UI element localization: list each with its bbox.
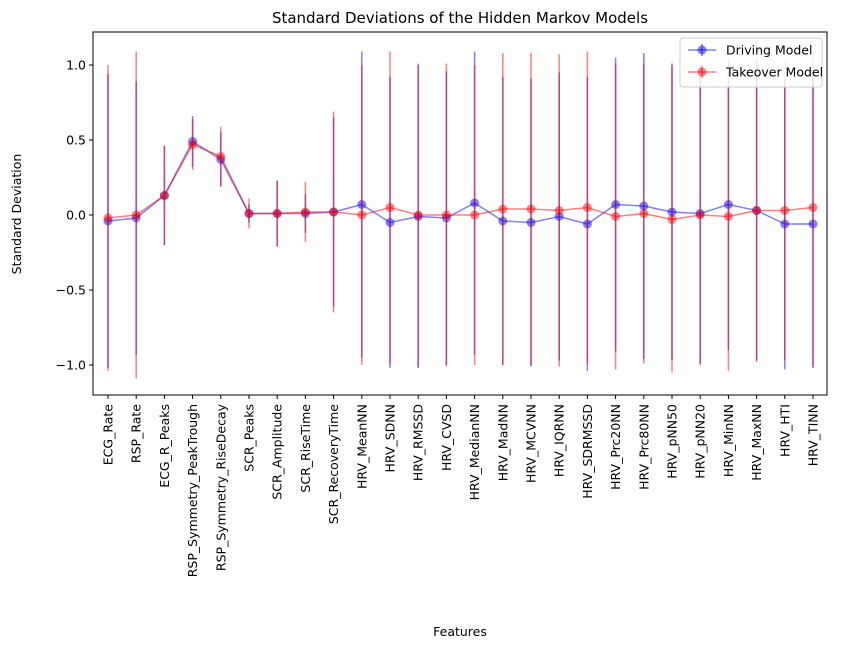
chart-title: Standard Deviations of the Hidden Markov… xyxy=(272,9,648,27)
data-point xyxy=(188,140,198,149)
x-tick-label: HRV_IQRNN xyxy=(552,404,567,477)
data-point xyxy=(131,210,141,220)
data-point xyxy=(244,209,254,218)
axes xyxy=(92,31,828,396)
y-tick-label: 0.5 xyxy=(66,133,86,148)
series-line xyxy=(107,140,813,225)
x-axis-title: Features xyxy=(433,624,487,639)
data-point xyxy=(808,203,818,212)
data-point xyxy=(300,207,310,217)
x-tick-label: HRV_MedianNN xyxy=(467,404,482,500)
data-point xyxy=(329,207,339,217)
x-tick-label: HRV_MeanNN xyxy=(354,404,369,489)
legend-label-driving: Driving Model xyxy=(726,43,812,58)
data-point xyxy=(385,203,395,212)
x-tick-label: SCR_RecoveryTime xyxy=(326,404,341,524)
x-tick-label: SCR_Peaks xyxy=(242,404,257,472)
data-point xyxy=(216,152,226,161)
x-tick-label: RSP_Symmetry_RiseDecay xyxy=(213,403,228,571)
data-point xyxy=(498,204,508,214)
x-tick-label: HRV_SDRMSSD xyxy=(580,404,595,499)
legend-item-takeover: Takeover Model xyxy=(688,65,823,80)
x-tick-label: ECG_Rate xyxy=(101,404,116,466)
data-point xyxy=(639,209,649,218)
plot-frame xyxy=(92,31,828,396)
data-point xyxy=(780,206,790,215)
y-tick-label: −1.0 xyxy=(56,358,86,373)
x-tick-label: SCR_Amplitude xyxy=(270,404,285,500)
y-tick-label: −0.5 xyxy=(56,283,86,298)
data-point xyxy=(441,210,451,220)
data-point xyxy=(357,210,367,220)
data-point xyxy=(413,210,423,220)
data-point xyxy=(667,215,677,224)
y-tick-label: 0.0 xyxy=(66,208,86,223)
series-takeover xyxy=(103,48,818,379)
data-point xyxy=(611,212,621,221)
data-point xyxy=(723,212,733,221)
data-point xyxy=(103,213,113,223)
x-tick-label: RSP_Symmetry_PeakTrough xyxy=(185,404,200,577)
x-tick-label: HRV_pNN20 xyxy=(693,404,708,479)
x-tick-label: RSP_Rate xyxy=(129,404,144,463)
x-tick-label: HRV_MaxNN xyxy=(749,404,764,481)
data-point xyxy=(272,209,282,218)
x-tick-label: HRV_MadNN xyxy=(495,404,510,481)
x-tick-label: HRV_CVSD xyxy=(439,404,454,471)
x-tick-label: HRV_TINN xyxy=(806,404,821,466)
data-point xyxy=(159,191,169,200)
legend-label-takeover: Takeover Model xyxy=(725,65,823,80)
y-tick-label: 1.0 xyxy=(66,58,86,73)
data-point xyxy=(554,206,564,215)
data-point xyxy=(582,203,592,212)
y-axis: −1.0 −0.5 0.0 0.5 1.0 xyxy=(56,58,93,373)
legend-item-driving: Driving Model xyxy=(688,43,812,58)
x-tick-label: HRV_RMSSD xyxy=(411,404,426,481)
x-tick-label: HRV_Prc80NN xyxy=(636,404,651,490)
x-tick-label: HRV_HTI xyxy=(777,404,792,457)
x-tick-label: HRV_Prc20NN xyxy=(608,404,623,490)
plot-area xyxy=(103,48,818,379)
x-tick-label: HRV_MinNN xyxy=(721,404,736,477)
legend: Driving Model Takeover Model xyxy=(679,37,823,88)
data-point xyxy=(695,210,705,220)
data-point xyxy=(752,206,762,215)
x-tick-label: HRV_pNN50 xyxy=(665,404,680,479)
x-axis: ECG_Rate RSP_Rate ECG_R_Peaks RSP_Symmetry_… xyxy=(101,395,821,577)
x-tick-label: HRV_MCVNN xyxy=(524,404,539,483)
x-tick-label: HRV_SDNN xyxy=(383,404,398,472)
y-axis-title: Standard Deviation xyxy=(9,154,24,275)
data-point xyxy=(470,210,480,220)
series-line xyxy=(107,143,814,221)
x-tick-label: SCR_RiseTime xyxy=(298,404,313,493)
data-point xyxy=(526,204,536,214)
x-tick-label: ECG_R_Peaks xyxy=(157,404,172,488)
